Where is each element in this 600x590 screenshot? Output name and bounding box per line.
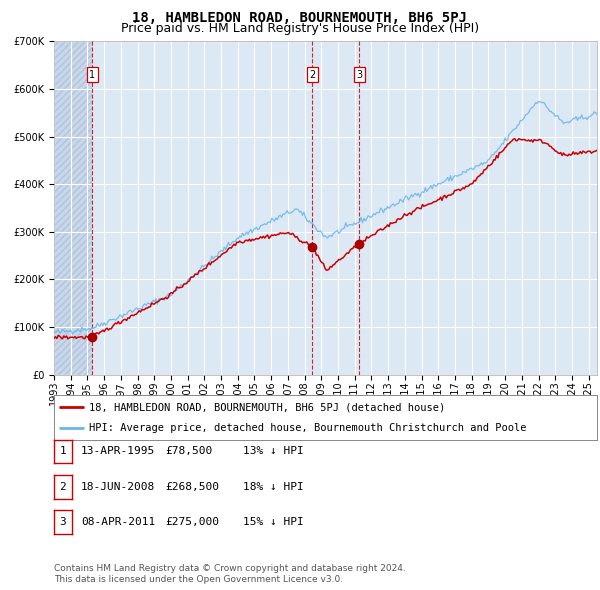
Text: 18% ↓ HPI: 18% ↓ HPI [243,482,304,491]
Text: 13% ↓ HPI: 13% ↓ HPI [243,447,304,456]
Text: 13-APR-1995: 13-APR-1995 [81,447,155,456]
Text: 18, HAMBLEDON ROAD, BOURNEMOUTH, BH6 5PJ (detached house): 18, HAMBLEDON ROAD, BOURNEMOUTH, BH6 5PJ… [89,402,446,412]
Text: £268,500: £268,500 [165,482,219,491]
Text: Contains HM Land Registry data © Crown copyright and database right 2024.: Contains HM Land Registry data © Crown c… [54,565,406,573]
Text: 18-JUN-2008: 18-JUN-2008 [81,482,155,491]
Text: 2: 2 [59,482,67,491]
Bar [54,41,92,375]
Text: £78,500: £78,500 [165,447,212,456]
Text: 08-APR-2011: 08-APR-2011 [81,517,155,527]
Text: 15% ↓ HPI: 15% ↓ HPI [243,517,304,527]
Text: HPI: Average price, detached house, Bournemouth Christchurch and Poole: HPI: Average price, detached house, Bour… [89,424,527,434]
Text: 2: 2 [309,70,316,80]
Text: £275,000: £275,000 [165,517,219,527]
Text: This data is licensed under the Open Government Licence v3.0.: This data is licensed under the Open Gov… [54,575,343,584]
Text: Price paid vs. HM Land Registry's House Price Index (HPI): Price paid vs. HM Land Registry's House … [121,22,479,35]
Text: 3: 3 [59,517,67,527]
Text: 1: 1 [59,447,67,456]
Text: 18, HAMBLEDON ROAD, BOURNEMOUTH, BH6 5PJ: 18, HAMBLEDON ROAD, BOURNEMOUTH, BH6 5PJ [133,11,467,25]
Text: 3: 3 [356,70,362,80]
Text: 1: 1 [89,70,95,80]
